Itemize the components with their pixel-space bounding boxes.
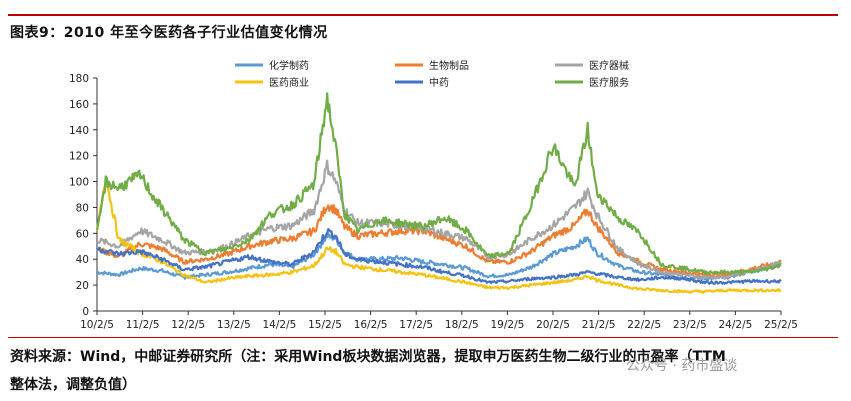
x-tick-label: 18/2/5 xyxy=(445,319,479,331)
y-tick-label: 100 xyxy=(69,177,89,189)
x-tick-label: 15/2/5 xyxy=(308,319,342,331)
source-note: 资料来源：Wind，中邮证券研究所（注：采用Wind板块数据浏览器，提取申万医药… xyxy=(10,343,840,399)
chart-series-lines xyxy=(95,92,782,294)
y-tick-label: 160 xyxy=(69,99,89,111)
series-line-4 xyxy=(95,180,782,294)
legend-label: 医疗器械 xyxy=(589,59,629,72)
x-tick-label: 12/2/5 xyxy=(171,319,205,331)
wechat-watermark: 公众号 · 药市盛谈 xyxy=(626,358,738,374)
y-tick-label: 40 xyxy=(76,254,89,266)
x-tick-label: 14/2/5 xyxy=(263,319,297,331)
x-tick-label: 16/2/5 xyxy=(354,319,388,331)
source-note-line-1: 资料来源：Wind，中邮证券研究所（注：采用Wind板块数据浏览器，提取申万医药… xyxy=(10,349,726,365)
x-tick-label: 23/2/5 xyxy=(673,319,707,331)
series-line-1 xyxy=(96,232,782,281)
source-top-rule xyxy=(8,337,838,338)
y-tick-label: 140 xyxy=(69,125,89,137)
series-line-6 xyxy=(95,92,782,275)
x-tick-label: 22/2/5 xyxy=(627,319,661,331)
x-tick-label: 10/2/5 xyxy=(80,319,114,331)
source-note-line-2: 整体法，调整负值） xyxy=(10,377,136,393)
chart-axes: 0 20 40 60 80 100 120 140 160 180 10/2/5 11/2/5 12/2… xyxy=(69,73,798,331)
x-tick-label: 20/2/5 xyxy=(536,319,570,331)
x-tick-label: 21/2/5 xyxy=(582,319,616,331)
x-tick-label: 25/2/5 xyxy=(764,319,798,331)
x-tick-label: 11/2/5 xyxy=(126,319,160,331)
x-tick-label: 24/2/5 xyxy=(719,319,753,331)
y-tick-label: 60 xyxy=(76,228,89,240)
legend-label: 医药商业 xyxy=(269,76,309,89)
x-tick-label: 17/2/5 xyxy=(399,319,433,331)
figure-title: 图表9：2010 年至今医药各子行业估值变化情况 xyxy=(10,25,328,41)
legend-label: 生物制品 xyxy=(429,59,469,72)
legend-label: 医疗服务 xyxy=(589,76,629,89)
x-tick-label: 13/2/5 xyxy=(217,319,251,331)
y-tick-label: 120 xyxy=(69,151,89,163)
series-line-5 xyxy=(96,228,782,285)
legend-label: 中药 xyxy=(429,76,449,89)
y-tick-label: 80 xyxy=(76,202,89,214)
y-tick-label: 20 xyxy=(76,280,89,292)
legend-label: 化学制药 xyxy=(269,59,309,72)
x-tick-label: 19/2/5 xyxy=(491,319,525,331)
pe-ratio-line-chart: 0 20 40 60 80 100 120 140 160 180 10/2/5 11/2/5 12/2… xyxy=(69,59,798,331)
title-top-rule xyxy=(8,14,838,16)
series-line-2 xyxy=(96,204,782,278)
y-tick-label: 0 xyxy=(82,306,89,318)
y-tick-label: 180 xyxy=(69,73,89,85)
